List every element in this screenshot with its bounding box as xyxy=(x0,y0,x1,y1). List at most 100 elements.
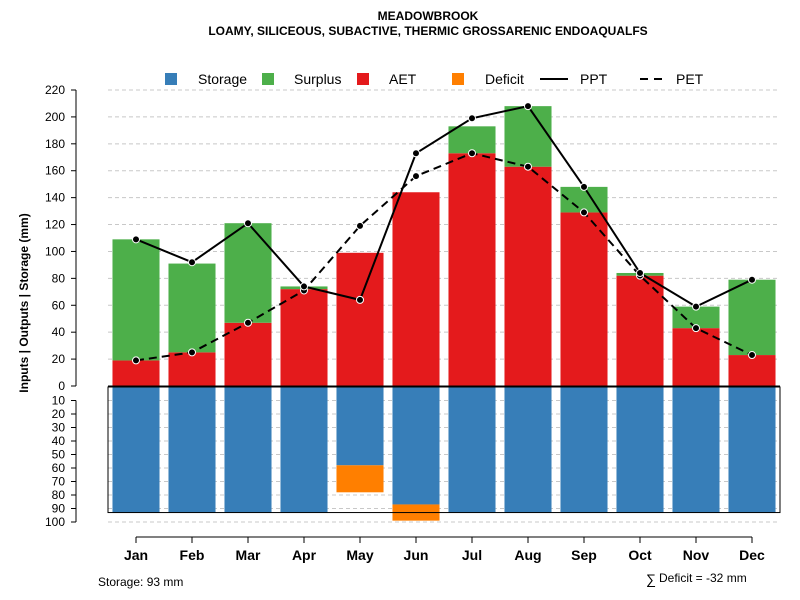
storage-bar-Nov xyxy=(672,387,720,513)
ppt-point-May xyxy=(356,295,364,304)
surplus-bar-Nov xyxy=(672,306,720,329)
surplus-bar-Dec xyxy=(728,279,776,356)
ppt-point-Apr xyxy=(300,282,308,291)
x-tick-label-Apr: Apr xyxy=(292,547,317,563)
aet-bar-Dec xyxy=(728,355,776,386)
pet-point-Aug xyxy=(524,162,532,171)
y-tick-label-bottom-60: 60 xyxy=(52,461,66,475)
deficit-note: Deficit = -32 mm xyxy=(659,571,747,585)
x-tick-label-Aug: Aug xyxy=(514,547,541,563)
aet-bar-Nov xyxy=(672,328,720,386)
deficit-bar-May xyxy=(336,465,384,493)
surplus-bar-Aug xyxy=(504,106,552,167)
legend-swatch-surplus xyxy=(262,73,274,85)
legend-label-aet: AET xyxy=(389,71,417,87)
y-tick-label-top-120: 120 xyxy=(45,218,65,232)
storage-bar-Jul xyxy=(448,387,496,513)
y-tick-label-top-100: 100 xyxy=(45,244,65,258)
y-tick-label-top-80: 80 xyxy=(52,271,66,285)
pet-point-Jun xyxy=(412,172,420,181)
aet-bar-Jan xyxy=(112,360,160,386)
pet-point-Dec xyxy=(748,351,756,360)
x-tick-label-Feb: Feb xyxy=(180,547,205,563)
x-tick-label-May: May xyxy=(346,547,373,563)
storage-bar-Mar xyxy=(224,387,272,513)
aet-bar-Apr xyxy=(280,289,328,386)
chart-title: MEADOWBROOK xyxy=(378,9,479,23)
ppt-point-Feb xyxy=(188,258,196,267)
legend-label-ppt: PPT xyxy=(580,71,608,87)
y-tick-label-bottom-10: 10 xyxy=(52,394,66,408)
legend-label-surplus: Surplus xyxy=(294,71,341,87)
y-tick-label-top-220: 220 xyxy=(45,83,65,97)
legend-label-pet: PET xyxy=(676,71,704,87)
aet-bar-Sep xyxy=(560,212,608,386)
ppt-point-Sep xyxy=(580,182,588,191)
grid-lines xyxy=(108,89,780,523)
surplus-bar-Mar xyxy=(224,223,272,323)
aet-bar-Aug xyxy=(504,166,552,386)
x-tick-label-Mar: Mar xyxy=(236,547,261,563)
y-tick-label-top-200: 200 xyxy=(45,110,65,124)
ppt-point-Mar xyxy=(244,219,252,228)
y-tick-label-top-60: 60 xyxy=(52,298,66,312)
ppt-point-Nov xyxy=(692,302,700,311)
bars-group xyxy=(107,106,781,521)
y-tick-label-top-20: 20 xyxy=(52,352,66,366)
y-tick-label-bottom-90: 90 xyxy=(52,502,66,516)
ppt-point-Aug xyxy=(524,102,532,111)
ppt-point-Oct xyxy=(636,268,644,277)
y-tick-label-top-0: 0 xyxy=(58,379,65,393)
y-tick-label-bottom-50: 50 xyxy=(52,448,66,462)
storage-note: Storage: 93 mm xyxy=(98,575,183,589)
y-tick-label-bottom-30: 30 xyxy=(52,421,66,435)
legend-swatch-deficit xyxy=(452,73,464,85)
legend-swatch-storage xyxy=(165,73,177,85)
y-tick-label-bottom-20: 20 xyxy=(52,407,66,421)
legend-label-storage: Storage xyxy=(198,71,247,87)
axes-group: 0204060801001201401601802002201020304050… xyxy=(45,83,765,563)
x-tick-label-Jun: Jun xyxy=(404,547,429,563)
storage-bar-May xyxy=(336,387,384,466)
surplus-bar-Sep xyxy=(560,186,608,213)
y-tick-label-bottom-70: 70 xyxy=(52,475,66,489)
storage-bar-Oct xyxy=(616,387,664,513)
y-tick-label-top-40: 40 xyxy=(52,325,66,339)
pet-point-Jul xyxy=(468,149,476,158)
pet-point-Feb xyxy=(188,348,196,357)
surplus-bar-Jul xyxy=(448,126,496,154)
storage-bar-Sep xyxy=(560,387,608,513)
pet-point-Nov xyxy=(692,324,700,333)
aet-bar-Jul xyxy=(448,153,496,386)
storage-bar-Feb xyxy=(168,387,216,513)
lines-group xyxy=(132,102,756,365)
x-tick-label-Jul: Jul xyxy=(462,547,482,563)
y-tick-label-top-180: 180 xyxy=(45,137,65,151)
storage-bar-Jun xyxy=(392,387,440,505)
deficit-sum-symbol: ∑ xyxy=(646,571,656,587)
ppt-point-Jan xyxy=(132,235,140,244)
y-tick-label-top-140: 140 xyxy=(45,191,65,205)
ppt-point-Dec xyxy=(748,275,756,284)
storage-bar-Dec xyxy=(728,387,776,513)
pet-point-Mar xyxy=(244,318,252,327)
storage-bar-Aug xyxy=(504,387,552,513)
storage-bar-Apr xyxy=(280,387,328,513)
aet-bar-May xyxy=(336,252,384,386)
aet-bar-Feb xyxy=(168,352,216,386)
legend-swatch-aet xyxy=(357,73,369,85)
aet-bar-Jun xyxy=(392,192,440,386)
surplus-bar-Jan xyxy=(112,239,160,361)
surplus-bar-Feb xyxy=(168,263,216,353)
pet-point-May xyxy=(356,221,364,230)
chart-subtitle: LOAMY, SILICEOUS, SUBACTIVE, THERMIC GRO… xyxy=(208,24,647,38)
x-tick-label-Dec: Dec xyxy=(739,547,765,563)
legend: Storage Surplus AET Deficit PPT PET xyxy=(165,71,704,87)
pet-point-Sep xyxy=(580,208,588,217)
y-tick-label-bottom-100: 100 xyxy=(45,515,65,529)
y-tick-label-bottom-40: 40 xyxy=(52,434,66,448)
ppt-line xyxy=(135,105,753,308)
pet-line xyxy=(135,152,753,362)
x-tick-label-Oct: Oct xyxy=(628,547,652,563)
